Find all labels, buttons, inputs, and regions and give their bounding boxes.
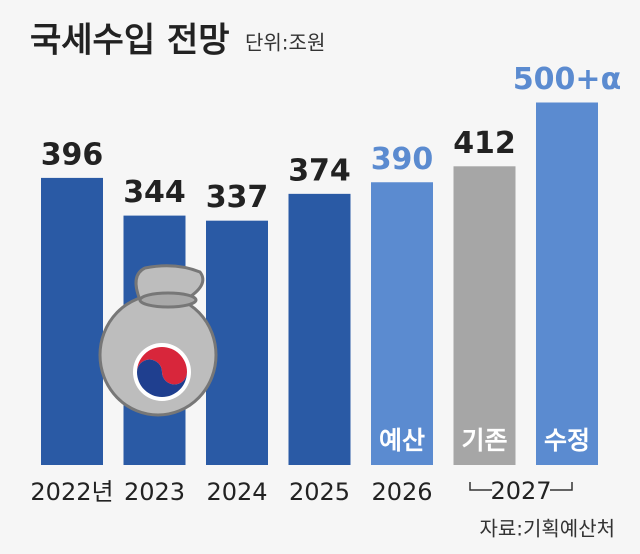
group-label: 2027	[490, 477, 551, 505]
x-tick-label: 2025	[289, 478, 350, 506]
value-label: 390	[371, 142, 434, 177]
bar	[371, 182, 433, 465]
value-label: 374	[288, 153, 351, 188]
value-label: 396	[41, 137, 104, 172]
value-label: 500+α	[513, 62, 621, 97]
value-label: 337	[206, 180, 269, 215]
bar	[453, 166, 516, 466]
x-tick-label: 2024	[206, 478, 267, 506]
source: 자료:기획예산처	[479, 517, 615, 541]
bar-label: 예산	[379, 426, 425, 455]
x-tick-label: 2023	[124, 478, 185, 506]
x-tick-label: 2026	[371, 478, 432, 506]
bar	[288, 193, 351, 465]
bar-label: 수정	[544, 426, 590, 455]
chart-title: 국세수입 전망	[30, 21, 230, 61]
bar	[41, 177, 103, 465]
bar-label: 기존	[461, 426, 507, 455]
value-label: 412	[453, 126, 516, 161]
group-bracket	[469, 482, 573, 491]
x-tick-label: 2022년	[30, 478, 113, 506]
bar	[536, 102, 598, 465]
value-label: 344	[123, 175, 186, 210]
unit: 단위:조원	[245, 31, 325, 55]
money-bag	[98, 264, 218, 417]
